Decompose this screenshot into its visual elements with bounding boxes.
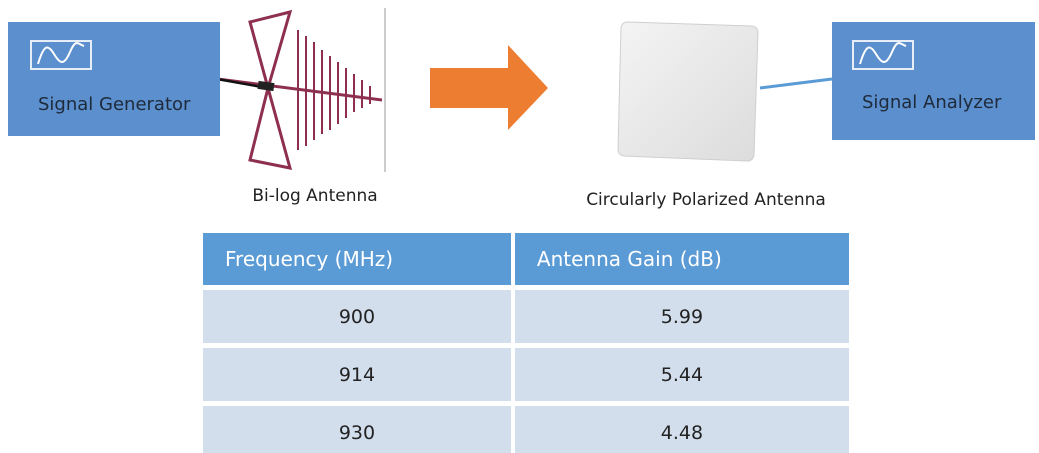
- table-cell: 5.99: [511, 290, 849, 343]
- signal-analyzer: Signal Analyzer: [832, 22, 1035, 140]
- page: Signal Generator Signal Analyzer Bi-log …: [0, 0, 1039, 453]
- balun: [258, 81, 275, 91]
- wave-icon: [852, 40, 914, 70]
- caption: Circularly Polarized Antenna: [586, 190, 826, 210]
- label: Signal Generator: [38, 94, 190, 115]
- arrow: [430, 45, 548, 130]
- table-cell: 930: [203, 406, 511, 453]
- panel-antenna: [618, 22, 758, 161]
- cable: [760, 79, 832, 88]
- table-cell: 5.44: [511, 348, 849, 401]
- table-cell: 900: [203, 290, 511, 343]
- label: Signal Analyzer: [862, 92, 1001, 113]
- bilog-antenna: [210, 12, 382, 168]
- header-cell: Antenna Gain (dB): [511, 233, 849, 285]
- caption: Bi-log Antenna: [252, 186, 377, 206]
- table-cell: 914: [203, 348, 511, 401]
- signal-generator: Signal Generator: [8, 22, 220, 136]
- header-cell: Frequency (MHz): [203, 233, 511, 285]
- table-cell: 4.48: [511, 406, 849, 453]
- header-row: Frequency (MHz) Antenna Gain (dB): [203, 233, 849, 285]
- wave-icon: [30, 40, 92, 70]
